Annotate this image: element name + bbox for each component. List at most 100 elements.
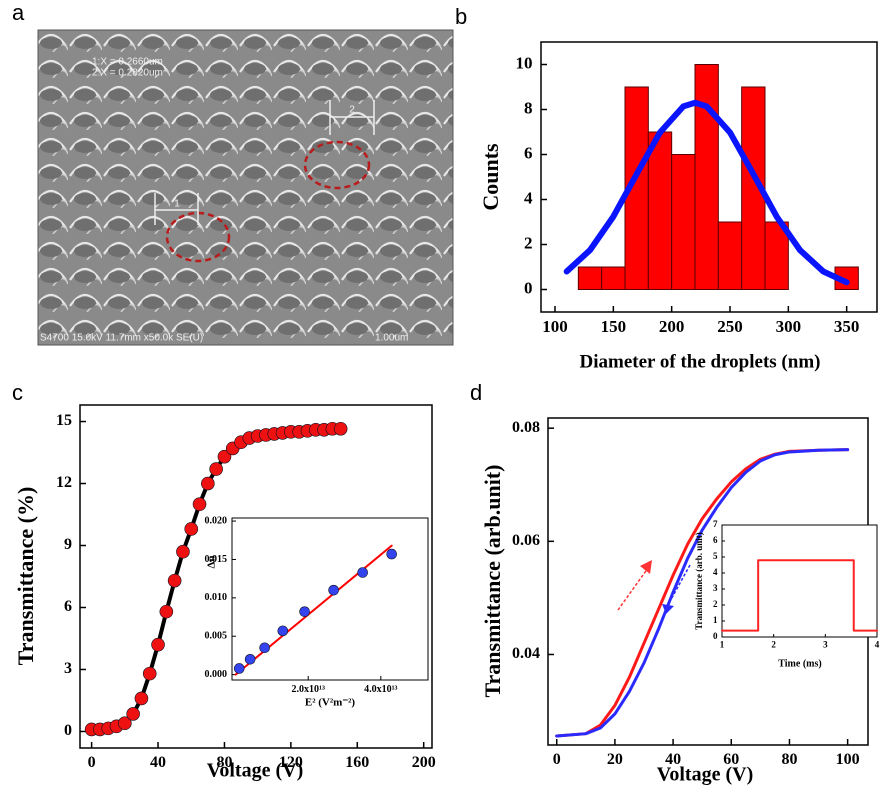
- x-axis-label: Time (ms): [778, 658, 821, 669]
- y-tick-label: 6: [713, 535, 718, 545]
- marker: [277, 625, 289, 637]
- y-axis-label: Transmittance (arb. unit): [694, 532, 704, 630]
- highlight-circle: [165, 211, 231, 263]
- y-axis-label: Transmittance (arb.unit): [480, 464, 505, 697]
- y-tick-label: 12: [56, 474, 72, 491]
- x-axis-label: Voltage (V): [207, 760, 303, 782]
- y-tick-label: 0: [64, 722, 72, 739]
- marker: [217, 449, 232, 464]
- x-tick-label: 2: [771, 640, 776, 650]
- measure-bracket: [154, 100, 375, 225]
- y-tick-label: 10: [516, 53, 533, 72]
- x-tick-label: 2.0x10¹³: [291, 684, 325, 695]
- marker: [233, 663, 245, 674]
- y-tick-label: 6: [524, 143, 533, 162]
- x-tick-label: 1: [720, 640, 725, 650]
- y-tick-label: 3: [713, 583, 718, 593]
- measure-label: 1:X = 0.2660um: [92, 57, 163, 68]
- plot-frame: [721, 524, 878, 638]
- plot-frame: [231, 517, 429, 681]
- x-tick-label: 40: [665, 751, 681, 768]
- y-tick-label: 1: [713, 615, 718, 625]
- x-tick-label: 300: [776, 317, 802, 336]
- x-tick-label: 250: [717, 317, 743, 336]
- marker-label: 1: [174, 199, 180, 210]
- sem-info: S4700 15.0kV 11.7mm x50.0k SE(U): [40, 333, 203, 344]
- plot-frame: [79, 404, 433, 749]
- y-tick-label: 15: [56, 412, 72, 429]
- marker: [159, 604, 174, 619]
- marker: [328, 584, 339, 596]
- scale-label: 1.00um: [375, 333, 408, 344]
- marker: [151, 637, 165, 652]
- sem-texture: [38, 30, 453, 345]
- marker: [134, 691, 149, 706]
- y-tick-label: 0.005: [205, 631, 228, 642]
- marker: [209, 462, 223, 476]
- marker: [126, 707, 140, 721]
- x-tick-label: 20: [607, 751, 623, 768]
- x-tick-label: 200: [659, 317, 685, 336]
- marker: [176, 544, 190, 559]
- y-tick-label: 2: [713, 599, 718, 609]
- histogram-bar: [577, 266, 603, 290]
- marker: [259, 642, 270, 654]
- marker: [333, 421, 348, 436]
- sem-image: 1:X = 0.2660um 2:X = 0.2820um 2 1 S4700 …: [37, 29, 454, 346]
- histogram-bar: [694, 64, 719, 290]
- x-tick-label: 3: [823, 640, 828, 650]
- panel-label: b: [455, 4, 467, 29]
- x-tick-label: 120: [279, 754, 303, 771]
- marker: [167, 573, 182, 588]
- y-tick-label: 0.010: [205, 592, 228, 603]
- y-axis-label: Counts: [478, 143, 503, 211]
- x-tick-label: 4: [875, 640, 880, 650]
- x-axis-label: Voltage (V): [657, 764, 753, 786]
- marker: [201, 476, 215, 491]
- y-tick-label: 6: [64, 598, 72, 615]
- x-tick-label: 160: [345, 754, 369, 771]
- panel-label: c: [12, 380, 23, 405]
- x-tick-label: 200: [412, 754, 436, 771]
- line: [563, 99, 850, 286]
- y-tick-label: 0.08: [512, 419, 540, 436]
- x-tick-label: 40: [150, 754, 166, 771]
- y-tick-label: 5: [713, 551, 718, 561]
- y-tick-label: 0: [524, 278, 533, 297]
- y-tick-label: 0.015: [205, 554, 228, 565]
- x-tick-label: 350: [834, 317, 860, 336]
- x-tick-label: 80: [781, 751, 797, 768]
- marker: [192, 497, 207, 511]
- sem-border: [37, 29, 454, 346]
- y-tick-label: 0.04: [512, 645, 540, 662]
- y-tick-label: 4: [524, 188, 533, 207]
- x-tick-label: 4.0x10¹³: [364, 684, 398, 695]
- x-tick-label: 150: [601, 317, 627, 336]
- y-tick-label: 3: [64, 660, 72, 677]
- y-tick-label: 2: [524, 233, 533, 252]
- y-tick-label: 0: [713, 631, 718, 641]
- x-tick-label: 100: [836, 751, 860, 768]
- histogram-bar: [717, 221, 743, 290]
- highlight-circle: [303, 140, 371, 190]
- y-tick-label: 4: [713, 567, 718, 577]
- x-tick-label: 100: [542, 317, 568, 336]
- marker: [299, 606, 310, 617]
- marker: [118, 716, 132, 731]
- marker-label: 2: [349, 105, 355, 116]
- marker: [184, 522, 199, 536]
- x-tick-label: 0: [88, 754, 96, 771]
- x-axis-label: Diameter of the droplets (nm): [580, 351, 821, 372]
- marker: [357, 567, 368, 578]
- x-tick-label: 60: [723, 751, 739, 768]
- marker: [142, 666, 157, 681]
- histogram-bar: [741, 86, 766, 290]
- line: [555, 448, 850, 738]
- panel-label: a: [12, 0, 25, 25]
- line: [721, 559, 878, 632]
- marker: [244, 653, 256, 665]
- histogram-bar: [764, 221, 789, 290]
- histogram-bar: [647, 131, 673, 290]
- line: [234, 544, 393, 676]
